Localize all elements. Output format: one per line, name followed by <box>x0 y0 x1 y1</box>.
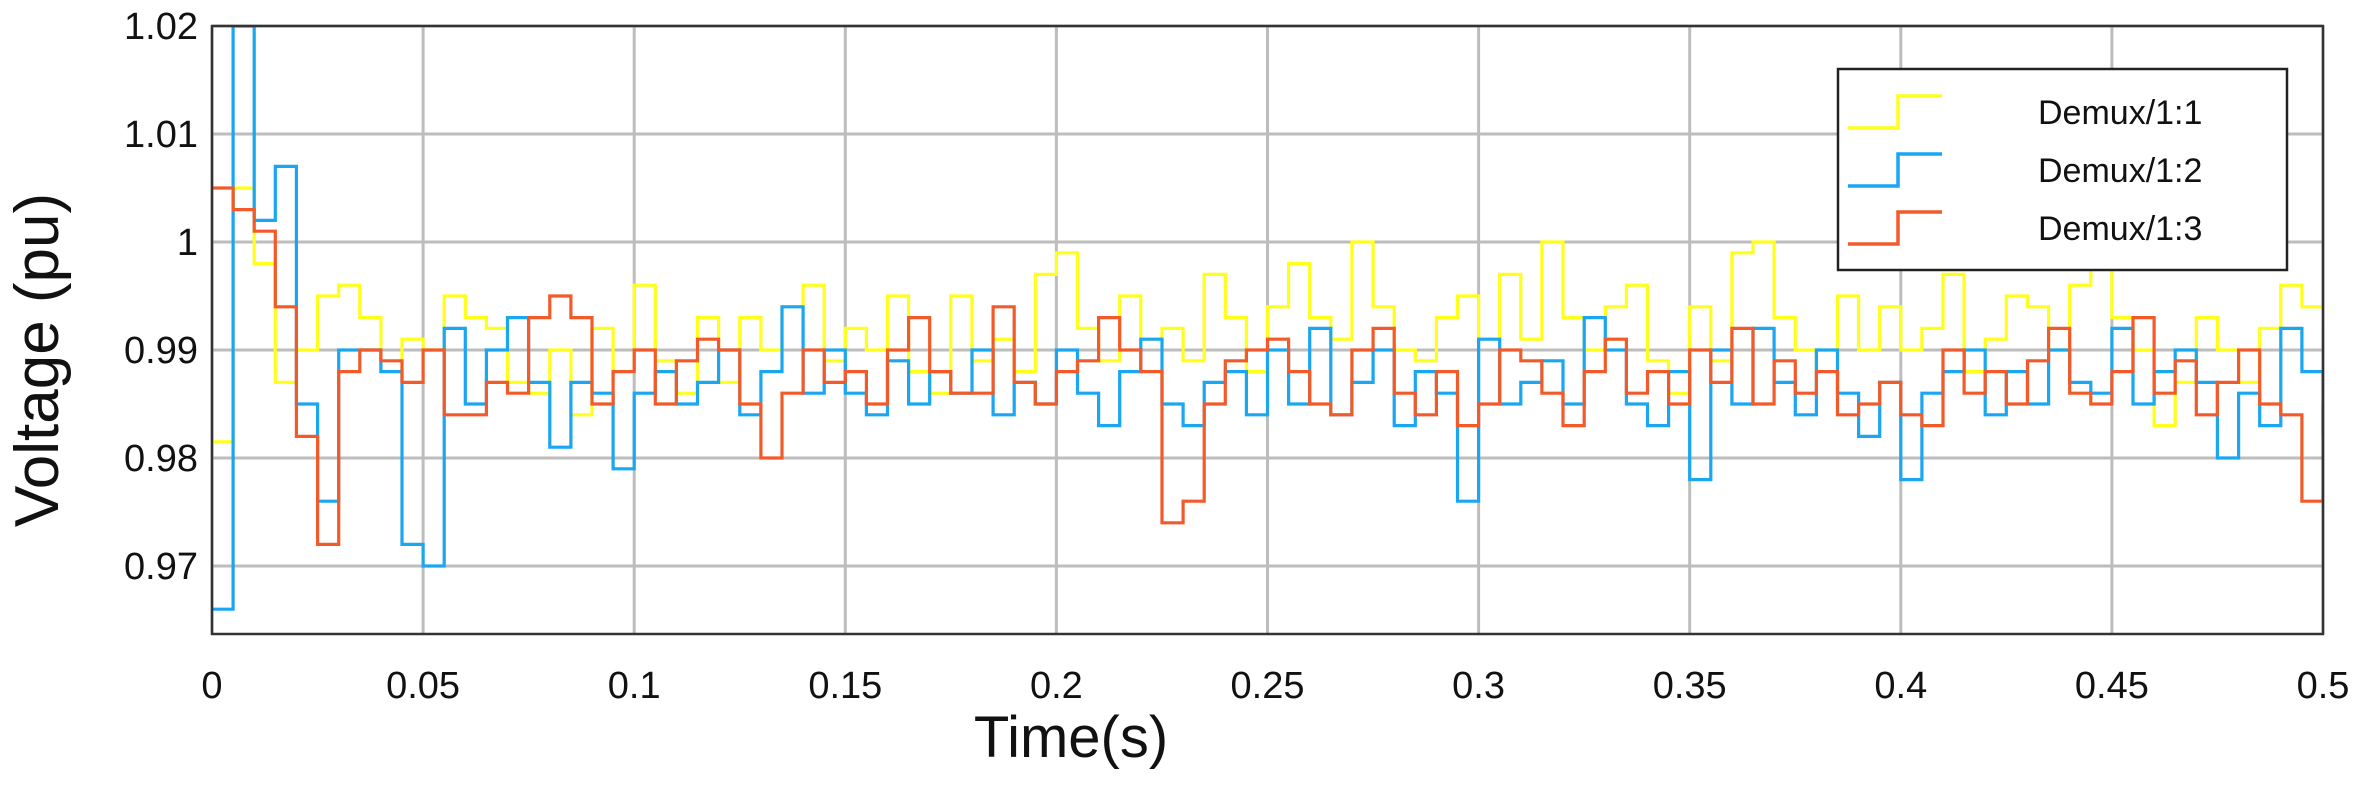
y-tick-label: 0.99 <box>124 330 198 372</box>
x-tick-label: 0.1 <box>608 665 661 707</box>
legend-swatch-3 <box>1848 210 1942 246</box>
y-tick-label: 0.98 <box>124 438 198 480</box>
plot-frame <box>210 24 2325 636</box>
y-tick-label: 0.97 <box>124 546 198 588</box>
y-tick-labels: 0.97 0.98 0.99 1 1.01 1.02 <box>124 6 198 588</box>
x-axis-label: Time(s) <box>974 705 1168 770</box>
legend: Demux/1:1 Demux/1:2 Demux/1:3 <box>1836 67 2289 272</box>
legend-swatch-2 <box>1848 152 1942 188</box>
x-tick-label: 0.3 <box>1452 665 1505 707</box>
y-tick-label: 1.01 <box>124 114 198 156</box>
x-tick-label: 0 <box>201 665 222 707</box>
y-axis-label: Voltage (pu) <box>3 193 72 527</box>
legend-box <box>1836 67 2289 272</box>
legend-swatch-1 <box>1848 94 1942 130</box>
legend-label-1: Demux/1:1 <box>2038 94 2202 132</box>
series-line-1 <box>212 186 2323 444</box>
y-tick-label: 1 <box>177 222 198 264</box>
x-tick-label: 0.5 <box>2297 665 2350 707</box>
x-tick-label: 0.2 <box>1030 665 1083 707</box>
legend-label-3: Demux/1:3 <box>2038 210 2202 248</box>
x-tick-label: 0.15 <box>808 665 882 707</box>
series-line-2 <box>212 26 2323 611</box>
y-tick-label: 1.02 <box>124 6 198 48</box>
x-tick-label: 0.25 <box>1231 665 1305 707</box>
x-tick-label: 0.05 <box>386 665 460 707</box>
legend-label-2: Demux/1:2 <box>2038 152 2202 190</box>
x-tick-label: 0.45 <box>2075 665 2149 707</box>
series-line-3 <box>212 186 2323 546</box>
x-tick-label: 0.35 <box>1653 665 1727 707</box>
x-tick-label: 0.4 <box>1874 665 1927 707</box>
x-tick-labels: 0 0.05 0.1 0.15 0.2 0.25 0.3 0.35 0.4 0.45 0.5 <box>201 665 2349 707</box>
series-lines <box>212 26 2323 611</box>
